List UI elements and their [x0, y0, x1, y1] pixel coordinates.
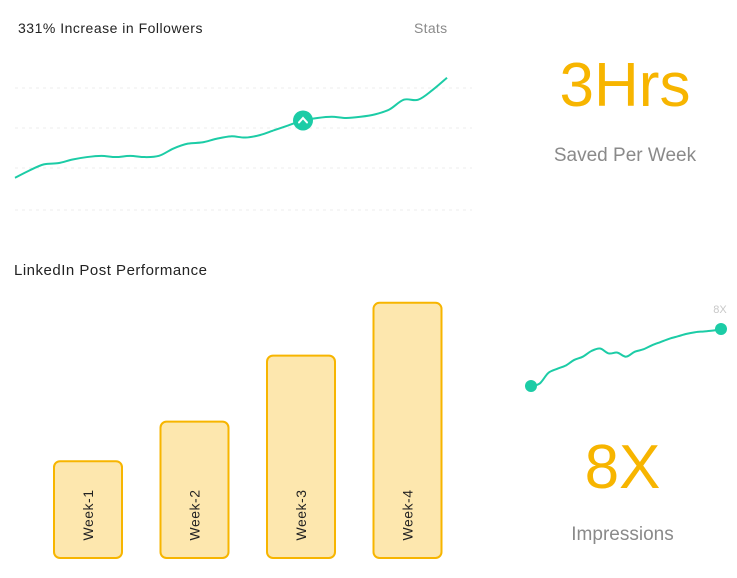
bar-label: Week-2: [187, 490, 203, 541]
hours-saved-label: Saved Per Week: [553, 145, 697, 166]
impressions-series-line: [530, 328, 722, 387]
bar-label: Week-4: [400, 490, 416, 541]
linkedin-chart-title: LinkedIn Post Performance: [14, 262, 208, 279]
impressions-value: 8X: [584, 433, 661, 502]
bar-label: Week-1: [80, 490, 96, 541]
followers-chart-title: 331% Increase in Followers: [18, 20, 203, 36]
impressions-label: Impressions: [571, 524, 674, 545]
chevron-up-icon: [298, 116, 308, 124]
bar-week-3: [266, 354, 336, 559]
bar-week-1: [53, 460, 123, 560]
bar-label: Week-3: [293, 490, 309, 541]
hours-saved-value: 3Hrs: [559, 51, 691, 120]
start-point: [525, 380, 537, 392]
highlight-point: [293, 110, 313, 131]
followers-series-line: [14, 76, 448, 179]
bar-week-4: [372, 301, 443, 559]
bar-week-2: [159, 420, 230, 559]
end-point: [715, 323, 727, 335]
stats-link[interactable]: Stats: [414, 20, 448, 36]
end-point-label: 8X: [713, 304, 727, 316]
